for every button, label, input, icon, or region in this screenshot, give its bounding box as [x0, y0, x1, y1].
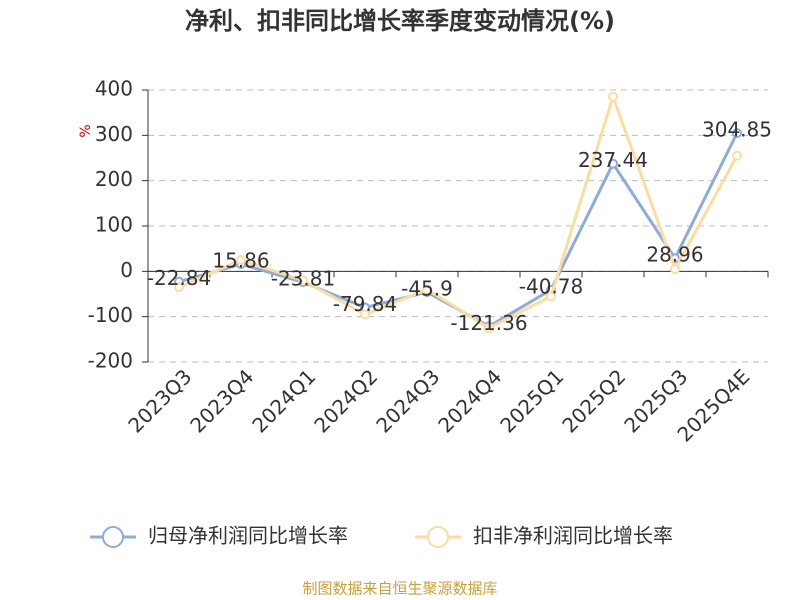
data-label: 237.44 [578, 148, 648, 172]
y-tick-label: 400 [95, 77, 133, 101]
legend-label: 归母净利润同比增长率 [148, 524, 348, 548]
data-label: -45.9 [401, 277, 453, 301]
data-point [360, 309, 370, 320]
data-point [298, 275, 308, 286]
data-point [484, 323, 494, 333]
data-point [546, 291, 556, 302]
x-tick-label: 2023Q4 [185, 364, 258, 437]
data-label: -23.81 [271, 267, 335, 291]
y-tick-label: 100 [95, 213, 133, 237]
data-label: -40.78 [519, 274, 583, 298]
data-point [608, 91, 618, 102]
y-tick-label: 300 [95, 122, 133, 146]
data-point [236, 255, 246, 265]
legend-marker [427, 526, 449, 548]
legend-marker [102, 526, 124, 548]
data-point [732, 128, 742, 139]
data-point [732, 150, 742, 161]
y-tick-label: -100 [88, 303, 133, 327]
series-line [178, 132, 739, 329]
data-label: 304.85 [702, 118, 772, 142]
x-tick-label: 2024Q1 [247, 364, 320, 437]
x-tick-label: 2024Q4 [433, 364, 506, 437]
chart-title: 净利、扣非同比增长率季度变动情况(%) [185, 7, 615, 35]
x-tick-label: 2025Q2 [557, 364, 630, 437]
y-tick-label: 200 [95, 167, 133, 191]
series-line [178, 92, 739, 330]
data-label: -79.84 [333, 292, 397, 316]
data-point [422, 284, 432, 295]
data-label: 15.86 [212, 249, 269, 273]
data-point [608, 158, 618, 169]
x-tick-label: 2025Q1 [495, 364, 568, 437]
source-note: 制图数据来自恒生聚源数据库 [302, 580, 497, 598]
x-tick-label: 2024Q3 [371, 364, 444, 437]
data-point [670, 264, 680, 275]
data-label: -121.36 [450, 311, 527, 335]
y-axis-label: % [78, 124, 94, 137]
data-point [174, 282, 184, 293]
data-label: 28.96 [646, 243, 703, 267]
data-label: -22.84 [147, 266, 211, 290]
x-tick-label: 2024Q2 [309, 364, 382, 437]
legend-label: 扣非净利润同比增长率 [473, 524, 673, 548]
x-tick-label: 2023Q3 [123, 364, 196, 437]
y-tick-label: -200 [88, 349, 133, 373]
y-tick-label: 0 [120, 258, 133, 282]
